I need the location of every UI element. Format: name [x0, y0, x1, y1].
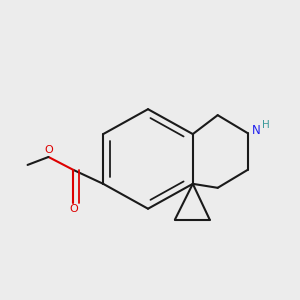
Text: H: H	[262, 120, 270, 130]
Text: N: N	[252, 124, 261, 136]
Text: O: O	[44, 145, 53, 154]
Text: O: O	[69, 204, 78, 214]
